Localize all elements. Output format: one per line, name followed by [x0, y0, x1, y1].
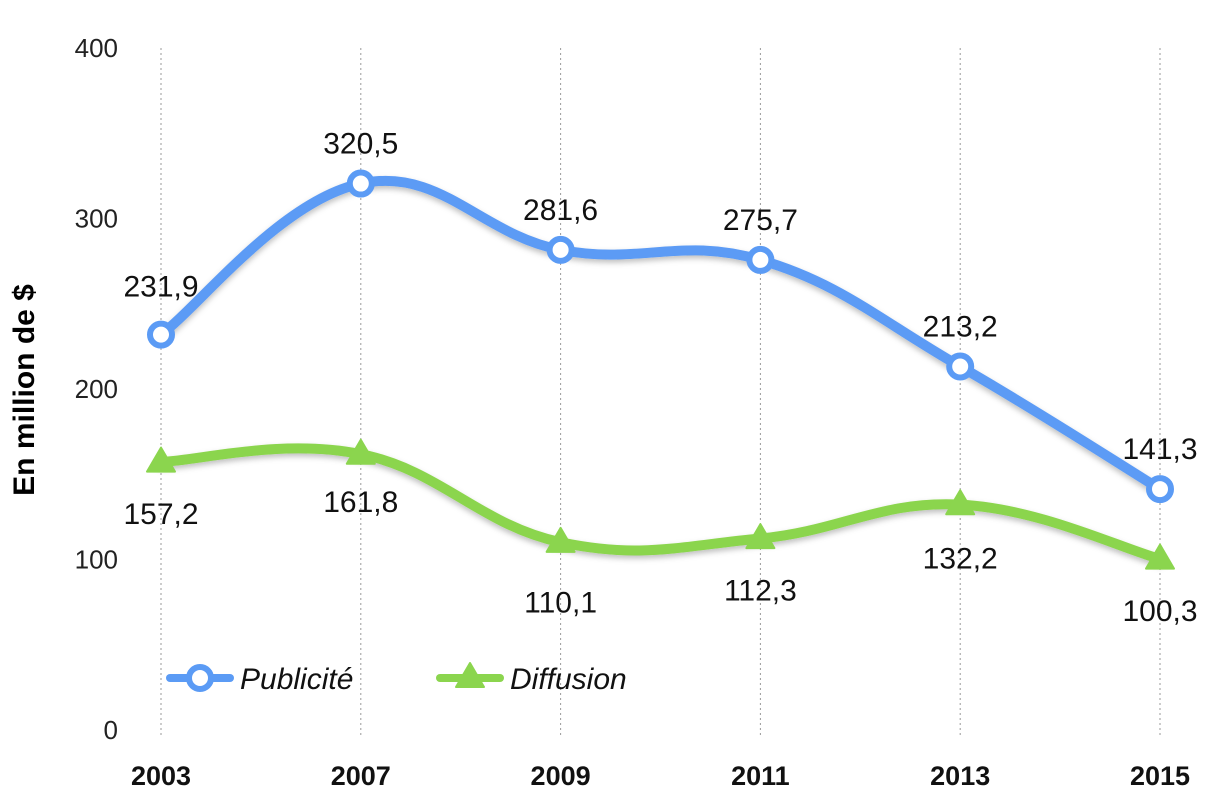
x-tick-label: 2009 — [531, 761, 591, 791]
data-point — [945, 489, 976, 516]
data-label: 110,1 — [524, 586, 597, 619]
data-point — [1145, 543, 1175, 570]
data-label: 213,2 — [923, 310, 998, 343]
legend-marker — [455, 662, 485, 688]
data-label: 161,8 — [323, 486, 398, 519]
x-tick-label: 2007 — [331, 761, 391, 791]
data-point — [545, 526, 576, 553]
data-label: 141,3 — [1122, 433, 1197, 466]
data-label: 320,5 — [323, 128, 398, 161]
data-label: 281,6 — [523, 194, 598, 227]
data-label: 132,2 — [923, 543, 998, 576]
data-label: 100,3 — [1122, 595, 1197, 628]
data-point — [346, 169, 375, 198]
y-tick-label: 300 — [75, 204, 118, 234]
series-line — [156, 175, 1165, 495]
data-label: 231,9 — [123, 271, 198, 304]
grid — [160, 48, 1161, 738]
y-tick-label: 200 — [75, 374, 118, 404]
x-tick-label: 2003 — [131, 761, 191, 791]
y-tick-label: 0 — [104, 715, 118, 745]
legend-marker — [186, 664, 214, 692]
legend: Publicité Diffusion — [166, 662, 627, 696]
data-labels: 231,9 320,5 281,6 275,7 213,2 141,3 157,2 161,8… — [123, 128, 1197, 628]
y-axis-ticks: 0 100 200 300 400 — [75, 33, 118, 745]
data-point — [1146, 475, 1174, 504]
series — [146, 169, 1175, 570]
y-tick-label: 400 — [75, 33, 118, 63]
data-label: 157,2 — [123, 498, 198, 531]
data-point — [546, 235, 575, 264]
legend-label: Publicité — [240, 663, 353, 696]
data-label: 112,3 — [724, 575, 797, 608]
data-point — [146, 446, 176, 473]
legend-label: Diffusion — [510, 663, 627, 696]
y-tick-label: 100 — [75, 545, 118, 575]
x-tick-label: 2013 — [930, 761, 990, 791]
data-point — [345, 438, 376, 465]
data-point — [946, 352, 975, 381]
data-point — [745, 523, 776, 550]
x-axis-ticks: 2003 2007 2009 2011 2013 2015 — [131, 761, 1190, 791]
y-axis-label: En million de $ — [8, 284, 41, 496]
data-label: 275,7 — [723, 204, 798, 237]
data-point — [746, 245, 775, 274]
series-line — [156, 443, 1165, 564]
x-tick-label: 2015 — [1130, 761, 1190, 791]
data-point — [147, 320, 175, 349]
x-tick-label: 2011 — [731, 761, 790, 791]
